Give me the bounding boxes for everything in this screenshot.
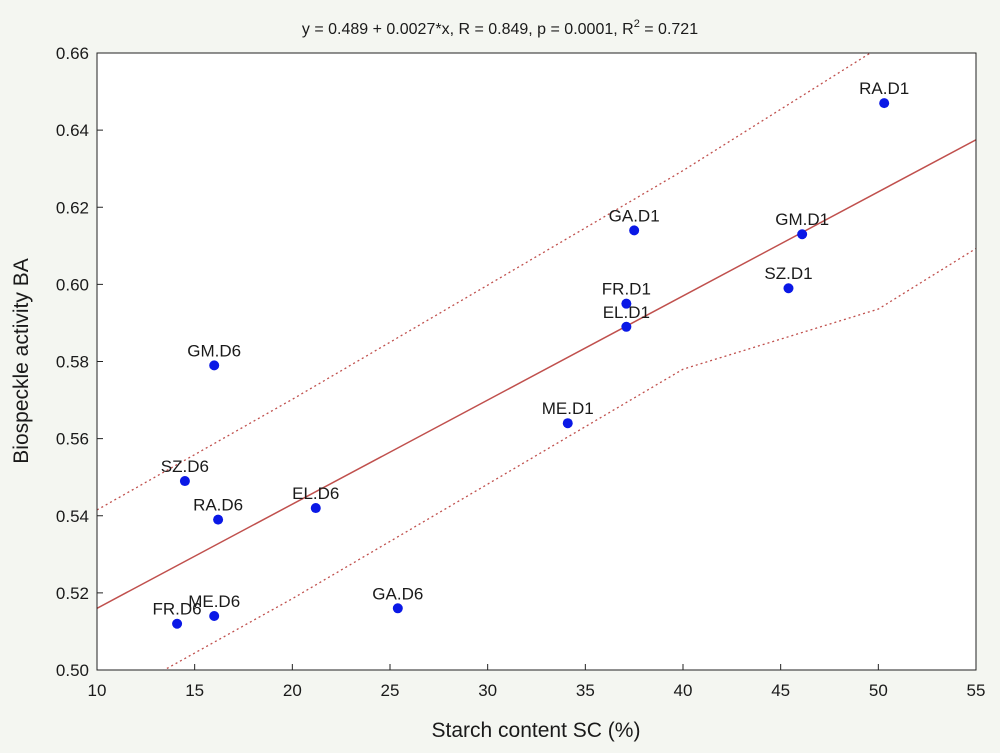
data-point bbox=[179, 476, 190, 487]
y-axis: 0.50 0.52 0.54 0.56 0.58 0.60 0.62 0.64 0.66 bbox=[56, 44, 103, 680]
point-label: SZ.D6 bbox=[161, 457, 209, 476]
point-label: FR.D6 bbox=[153, 600, 202, 619]
chart-title: y = 0.489 + 0.0027*x, R = 0.849, p = 0.0… bbox=[302, 18, 698, 38]
y-axis-label: Biospeckle activity BA bbox=[10, 258, 33, 463]
data-points bbox=[172, 98, 890, 629]
confidence-bands bbox=[97, 53, 976, 670]
y-tick-label: 0.60 bbox=[56, 275, 89, 294]
point-label: GM.D1 bbox=[775, 210, 829, 229]
x-axis: 10 15 20 25 30 35 40 45 50 55 bbox=[88, 664, 986, 700]
x-tick-label: 50 bbox=[869, 681, 888, 700]
point-label: EL.D1 bbox=[603, 303, 650, 322]
confidence-band-lower bbox=[162, 247, 976, 670]
point-label: RA.D6 bbox=[193, 496, 243, 515]
point-label: ME.D1 bbox=[542, 399, 594, 418]
data-point bbox=[172, 618, 183, 629]
data-point bbox=[392, 603, 403, 614]
x-tick-label: 15 bbox=[185, 681, 204, 700]
data-point bbox=[621, 321, 632, 332]
point-label: SZ.D1 bbox=[764, 264, 812, 283]
point-label: ME.D6 bbox=[188, 592, 240, 611]
data-point bbox=[562, 418, 573, 429]
x-tick-label: 35 bbox=[576, 681, 595, 700]
data-point bbox=[310, 503, 321, 514]
data-point bbox=[621, 298, 632, 309]
x-tick-label: 10 bbox=[88, 681, 107, 700]
x-tick-label: 20 bbox=[283, 681, 302, 700]
data-point bbox=[209, 360, 220, 371]
data-point bbox=[879, 98, 890, 109]
y-tick-label: 0.58 bbox=[56, 353, 89, 372]
regression-line-group bbox=[97, 139, 976, 609]
x-tick-label: 55 bbox=[967, 681, 986, 700]
y-tick-label: 0.56 bbox=[56, 430, 89, 449]
point-label: GA.D6 bbox=[372, 584, 423, 603]
data-point bbox=[797, 229, 808, 240]
point-label: GA.D1 bbox=[609, 206, 660, 225]
plot-area bbox=[97, 53, 976, 670]
data-point bbox=[783, 283, 794, 294]
point-label: FR.D1 bbox=[602, 280, 651, 299]
x-tick-label: 30 bbox=[478, 681, 497, 700]
y-tick-label: 0.62 bbox=[56, 198, 89, 217]
data-point bbox=[629, 225, 640, 236]
y-tick-label: 0.54 bbox=[56, 507, 89, 526]
data-point bbox=[209, 611, 220, 622]
y-tick-label: 0.50 bbox=[56, 661, 89, 680]
x-tick-label: 40 bbox=[674, 681, 693, 700]
data-point bbox=[213, 514, 224, 525]
point-label: EL.D6 bbox=[292, 484, 339, 503]
y-tick-label: 0.52 bbox=[56, 584, 89, 603]
regression-line bbox=[97, 139, 976, 609]
x-tick-label: 45 bbox=[771, 681, 790, 700]
x-tick-label: 25 bbox=[381, 681, 400, 700]
point-labels: RA.D1 GA.D1 GM.D1 SZ.D1 FR.D1 EL.D1 ME.D1 GM.D6… bbox=[153, 79, 910, 619]
point-label: RA.D1 bbox=[859, 79, 909, 98]
y-tick-label: 0.64 bbox=[56, 121, 89, 140]
x-axis-label: Starch content SC (%) bbox=[432, 719, 641, 742]
y-tick-label: 0.66 bbox=[56, 44, 89, 63]
point-label: GM.D6 bbox=[187, 341, 241, 360]
